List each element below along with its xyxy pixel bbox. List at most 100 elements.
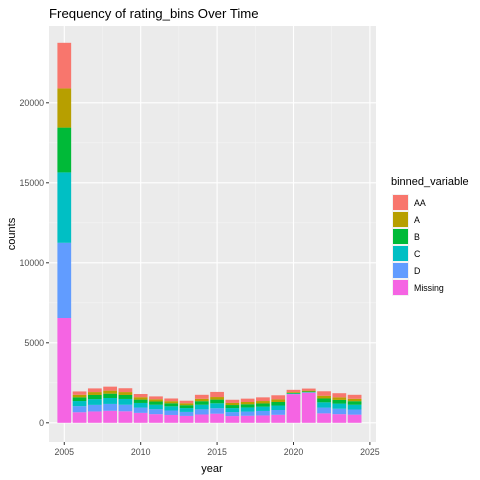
bar-segment	[195, 405, 209, 410]
bar-segment	[348, 395, 362, 399]
bar-segment	[348, 401, 362, 405]
bar-segment	[103, 387, 117, 391]
bar-segment	[271, 402, 285, 406]
legend-label: AA	[414, 198, 426, 208]
bar-segment	[195, 409, 209, 414]
bar-segment	[103, 391, 117, 394]
bar-segment	[119, 405, 133, 412]
bar-segment	[287, 394, 301, 423]
bar-segment	[225, 400, 239, 403]
bar-segment	[287, 392, 301, 393]
bar-segment	[57, 318, 71, 423]
bar-segment	[73, 397, 87, 401]
bar-segment	[180, 403, 194, 405]
bar-segment	[256, 403, 270, 406]
legend-key	[393, 280, 408, 295]
bar-segment	[210, 397, 224, 400]
y-tick-label: 10000	[20, 258, 45, 268]
bar-segment	[348, 415, 362, 423]
bar-segment	[195, 399, 209, 401]
bar-segment	[88, 405, 102, 412]
bar-segment	[210, 403, 224, 408]
x-tick-label: 2010	[131, 447, 151, 457]
bar-segment	[164, 410, 178, 414]
bar-segment	[241, 407, 255, 411]
bar-segment	[348, 410, 362, 415]
bar-segment	[119, 399, 133, 405]
bar-segment	[180, 401, 194, 404]
bar-segment	[256, 407, 270, 411]
bar-segment	[103, 394, 117, 398]
bar-segment	[164, 406, 178, 410]
bar-segment	[149, 402, 163, 405]
bar-segment	[256, 415, 270, 422]
bar-segment	[88, 411, 102, 422]
bar-segment	[88, 395, 102, 399]
bar-segment	[241, 399, 255, 402]
plot-panel	[49, 26, 376, 442]
bar-segment	[332, 414, 346, 423]
x-axis-title: year	[201, 463, 223, 475]
bar-segment	[332, 397, 346, 400]
y-tick-label: 5000	[24, 338, 44, 348]
bar-segment	[302, 391, 316, 392]
bar-segment	[302, 391, 316, 392]
bar-segment	[180, 416, 194, 423]
legend-key	[393, 263, 408, 278]
bar-segment	[210, 392, 224, 397]
bar-segment	[164, 398, 178, 401]
legend-label: C	[414, 249, 421, 259]
bar-segment	[149, 405, 163, 409]
bar-segment	[271, 415, 285, 423]
bar-segment	[88, 392, 102, 395]
bar-segment	[317, 396, 331, 399]
bar-segment	[119, 392, 133, 395]
bar-segment	[119, 395, 133, 399]
bar-segment	[317, 398, 331, 402]
bar-segment	[103, 404, 117, 411]
chart-title: Frequency of rating_bins Over Time	[49, 6, 259, 21]
bar-segment	[73, 406, 87, 412]
bar-segment	[225, 405, 239, 408]
bar-segment	[332, 404, 346, 409]
y-tick-label: 15000	[20, 178, 45, 188]
bar-segment	[195, 401, 209, 405]
bar-segment	[317, 408, 331, 414]
bar-segment	[256, 397, 270, 401]
bar-segment	[332, 393, 346, 397]
bar-segment	[88, 399, 102, 405]
bar-segment	[134, 413, 148, 423]
bar-segment	[241, 402, 255, 404]
bar-segment	[57, 43, 71, 89]
bar-segment	[57, 172, 71, 242]
bar-segment	[317, 402, 331, 407]
bar-segment	[57, 128, 71, 173]
bar-segment	[332, 409, 346, 414]
bar-segment	[332, 400, 346, 404]
legend-label: B	[414, 232, 420, 242]
bar-segment	[149, 409, 163, 414]
bar-segment	[317, 413, 331, 422]
bar-segment	[180, 405, 194, 408]
bar-segment	[210, 408, 224, 413]
bar-segment	[287, 393, 301, 394]
bar-segment	[271, 399, 285, 402]
bar-segment	[256, 401, 270, 403]
bar-segment	[73, 401, 87, 406]
x-tick-label: 2005	[54, 447, 74, 457]
bar-segment	[57, 88, 71, 127]
bar-segment	[348, 405, 362, 410]
bar-segment	[348, 399, 362, 401]
bar-segment	[149, 399, 163, 401]
bar-segment	[225, 416, 239, 423]
bar-segment	[225, 408, 239, 412]
bar-segment	[73, 391, 87, 394]
legend-label: D	[414, 266, 420, 276]
bar-segment	[195, 414, 209, 422]
bar-segment	[241, 404, 255, 407]
bar-segment	[134, 400, 148, 403]
bar-segment	[57, 243, 71, 318]
bar-segment	[73, 395, 87, 398]
bar-segment	[317, 391, 331, 395]
